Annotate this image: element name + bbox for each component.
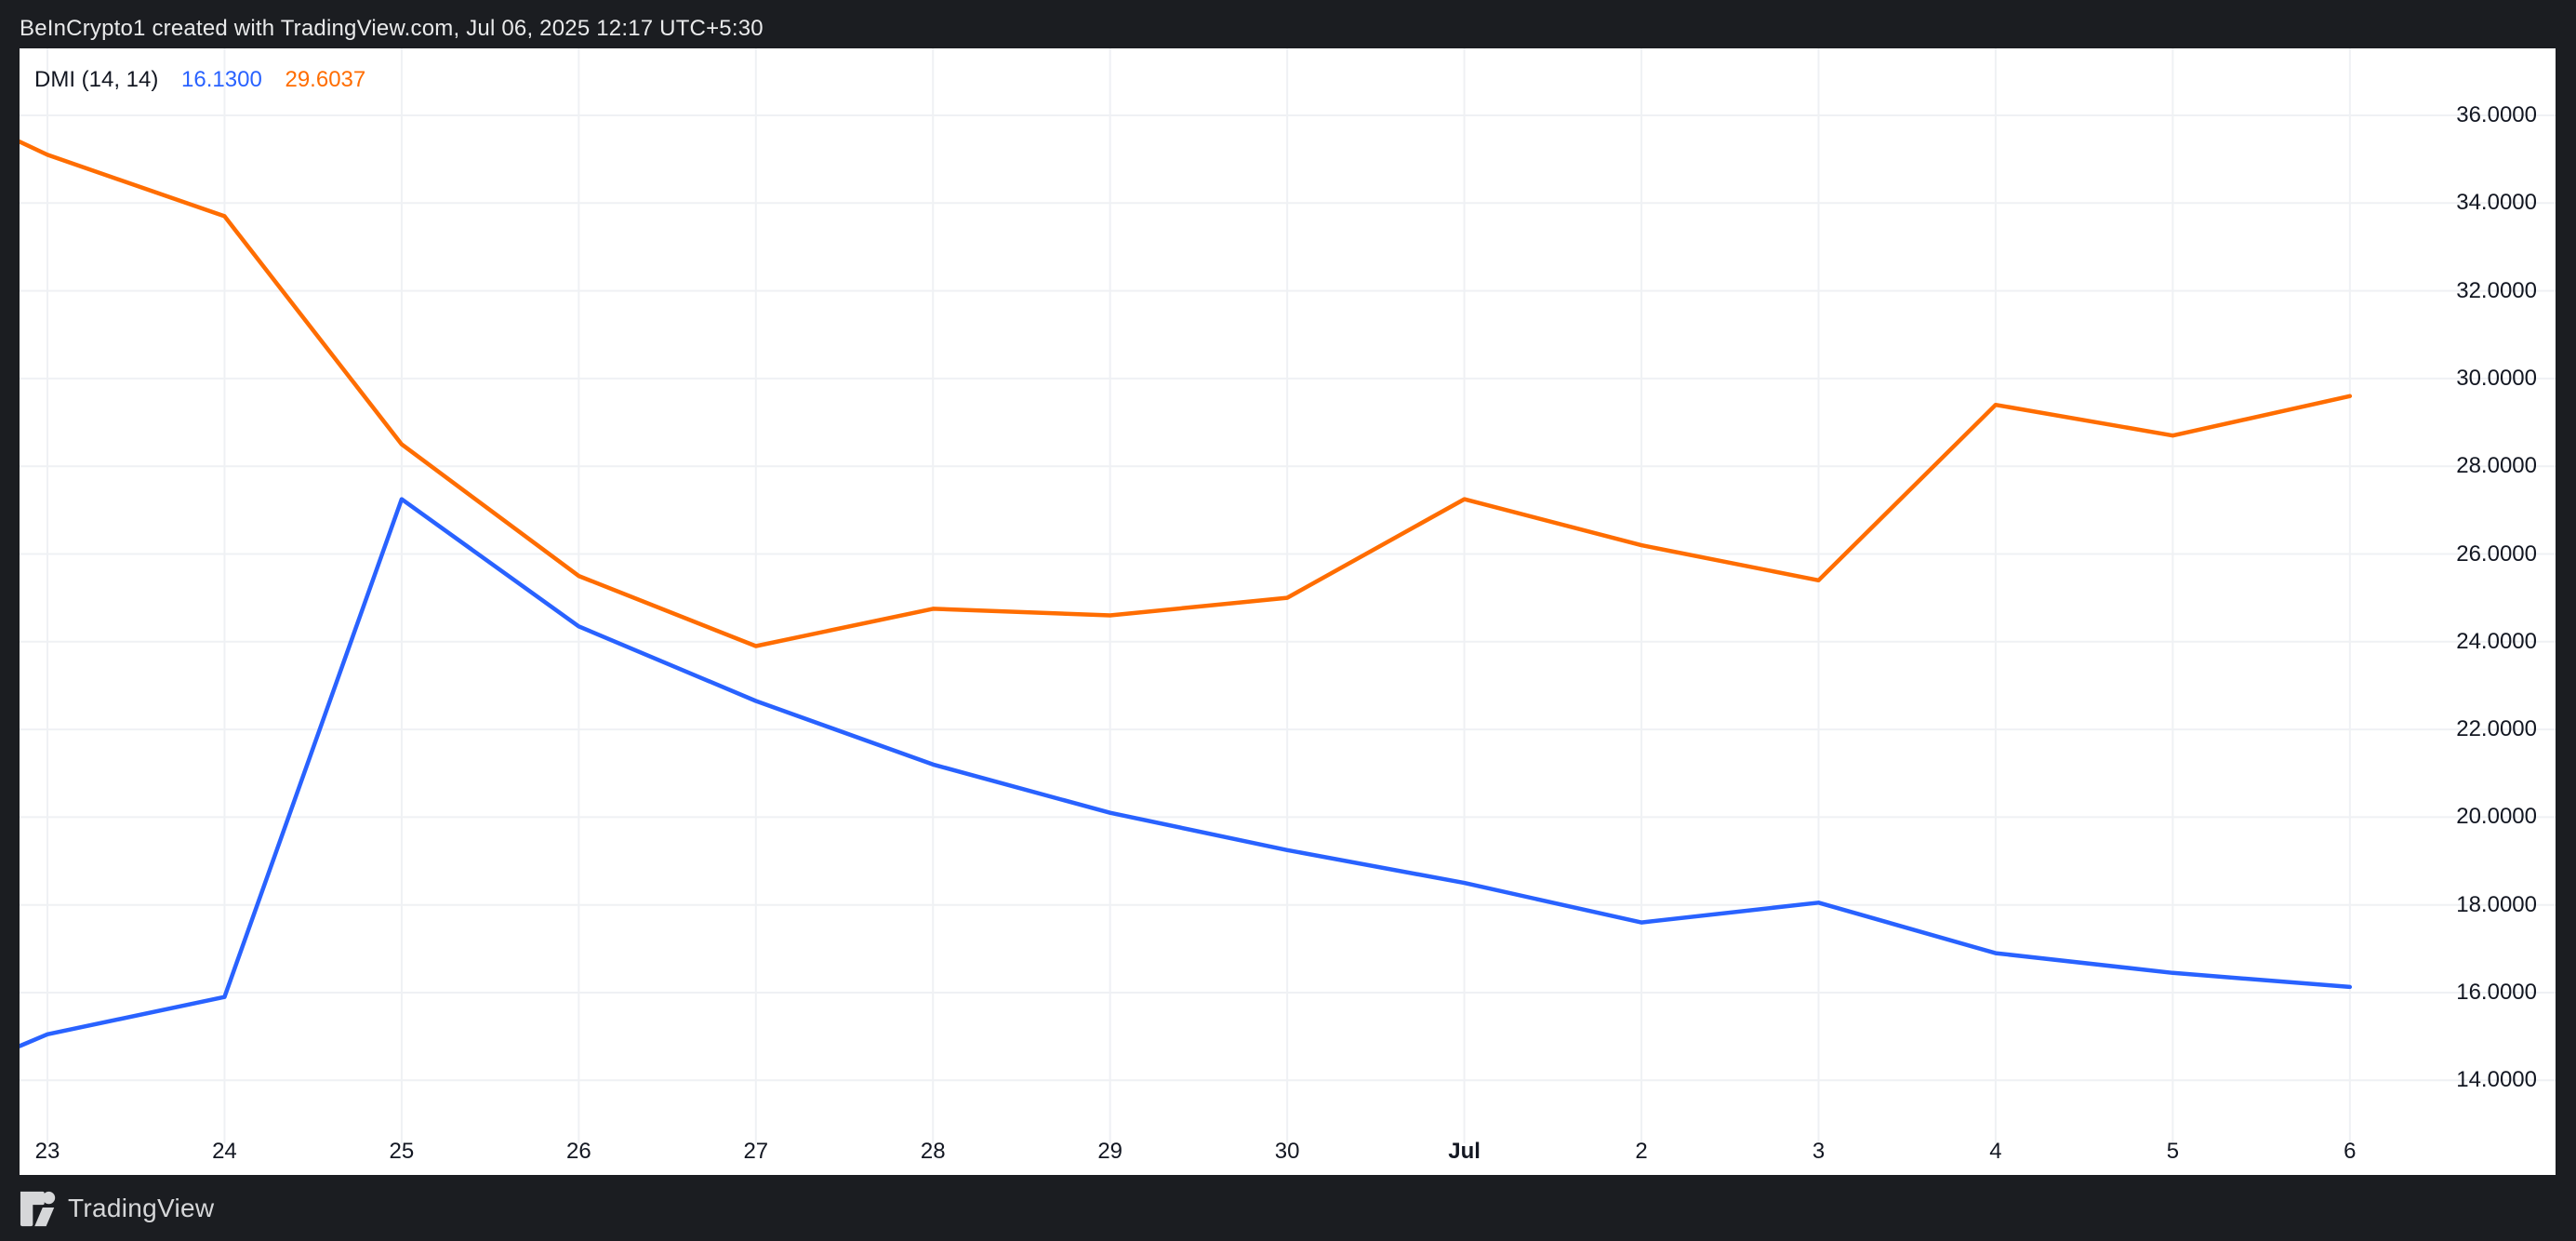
x-axis-tick-label: 4 <box>1989 1139 2002 1164</box>
y-axis-tick-label: 36.0000 <box>2456 102 2537 127</box>
y-axis-tick-label: 28.0000 <box>2456 453 2537 479</box>
x-axis-tick-label: 30 <box>1274 1139 1300 1164</box>
x-axis-tick-label: 3 <box>1812 1139 1826 1164</box>
dmi-plot[interactable] <box>20 48 2556 1175</box>
y-axis-tick-label: 26.0000 <box>2456 540 2537 567</box>
y-axis-tick-label: 18.0000 <box>2456 891 2537 917</box>
x-axis-tick-label: 24 <box>212 1139 237 1164</box>
x-axis-tick-label: 28 <box>920 1139 946 1164</box>
y-axis-tick-label: 22.0000 <box>2456 716 2537 742</box>
minus-di-value: 29.6037 <box>285 67 366 92</box>
tradingview-logo-icon[interactable] <box>20 1190 59 1227</box>
minus-di-line <box>20 140 2353 648</box>
footer-brand-text[interactable]: TradingView <box>68 1193 215 1222</box>
plus-di-value: 16.1300 <box>181 67 262 92</box>
x-axis-tick-label: Jul <box>1448 1139 1481 1164</box>
header-bar: BeInCrypto1 created with TradingView.com… <box>0 0 2576 48</box>
y-axis-tick-label: 16.0000 <box>2456 980 2537 1005</box>
y-axis-tick-label: 14.0000 <box>2456 1067 2537 1093</box>
y-axis-tick-label: 32.0000 <box>2456 277 2537 303</box>
x-axis-tick-label: 27 <box>743 1139 769 1164</box>
x-axis-tick-label: 29 <box>1097 1139 1123 1164</box>
footer-bar: TradingView <box>0 1175 2576 1241</box>
header-attribution-text: BeInCrypto1 created with TradingView.com… <box>20 16 764 41</box>
dmi-chart-panel[interactable]: 36.0000 34.0000 32.0000 30.0000 28.0000 26.00… <box>20 48 2556 1175</box>
x-axis-tick-label: 23 <box>34 1139 60 1164</box>
x-axis-tick-label: 5 <box>2166 1139 2180 1164</box>
x-axis-tick-label: 25 <box>389 1139 415 1164</box>
x-axis-tick-label: 26 <box>565 1139 591 1164</box>
x-axis-tick-label: 2 <box>1635 1139 1648 1164</box>
y-axis-tick-label: 30.0000 <box>2456 365 2537 391</box>
x-axis-tick-label: 6 <box>2344 1139 2357 1164</box>
y-axis-tick-label: 24.0000 <box>2456 628 2537 654</box>
y-axis-tick-label: 20.0000 <box>2456 804 2537 830</box>
indicator-legend[interactable]: DMI (14, 14) 16.1300 29.6037 <box>34 67 365 93</box>
indicator-name[interactable]: DMI (14, 14) <box>34 67 159 92</box>
y-axis-tick-label: 34.0000 <box>2456 190 2537 216</box>
plus-di-line <box>20 497 2353 1048</box>
